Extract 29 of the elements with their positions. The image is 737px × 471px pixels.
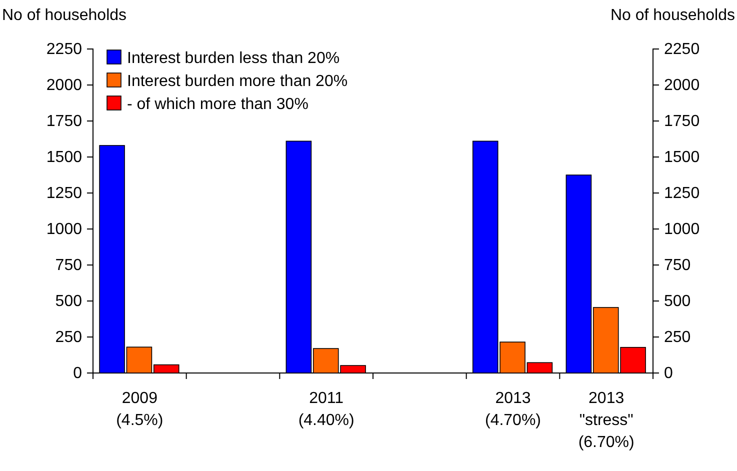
x-tick-label: 2013 "stress" (6.70%) bbox=[578, 390, 634, 451]
legend-label: Interest burden less than 20% bbox=[127, 50, 340, 67]
y2-tick-label: 1500 bbox=[664, 149, 700, 166]
y-tick-label: 2000 bbox=[46, 77, 82, 94]
y2-tick-label: 250 bbox=[664, 329, 691, 346]
y2-tick-label: 0 bbox=[664, 365, 673, 382]
legend-label: Interest burden more than 20% bbox=[127, 73, 348, 90]
x-tick-label: 2011 (4.40%) bbox=[298, 390, 354, 429]
y2-tick-label: 1750 bbox=[664, 113, 700, 130]
y-tick-label: 0 bbox=[73, 365, 82, 382]
y-tick-label: 250 bbox=[55, 329, 82, 346]
y-tick-label: 1500 bbox=[46, 149, 82, 166]
y-axis-title: No of households bbox=[2, 7, 127, 24]
y-tick-label: 1250 bbox=[46, 185, 82, 202]
y2-tick-label: 750 bbox=[664, 257, 691, 274]
y-tick-label: 1000 bbox=[46, 221, 82, 238]
y2-tick-label: 1250 bbox=[664, 185, 700, 202]
y-tick-label: 500 bbox=[55, 293, 82, 310]
y2-tick-label: 2000 bbox=[664, 77, 700, 94]
y-tick-label: 1750 bbox=[46, 113, 82, 130]
y-tick-label: 2250 bbox=[46, 41, 82, 58]
y2-tick-label: 500 bbox=[664, 293, 691, 310]
y2-tick-label: 2250 bbox=[664, 41, 700, 58]
y2-axis-title: No of households bbox=[610, 7, 735, 24]
y-tick-label: 750 bbox=[55, 257, 82, 274]
x-tick-label: 2013 (4.70%) bbox=[484, 390, 542, 429]
x-tick-label: 2009 (4.5%) bbox=[116, 390, 164, 429]
y2-tick-label: 1000 bbox=[664, 221, 700, 238]
legend-label: - of which more than 30% bbox=[127, 96, 308, 113]
